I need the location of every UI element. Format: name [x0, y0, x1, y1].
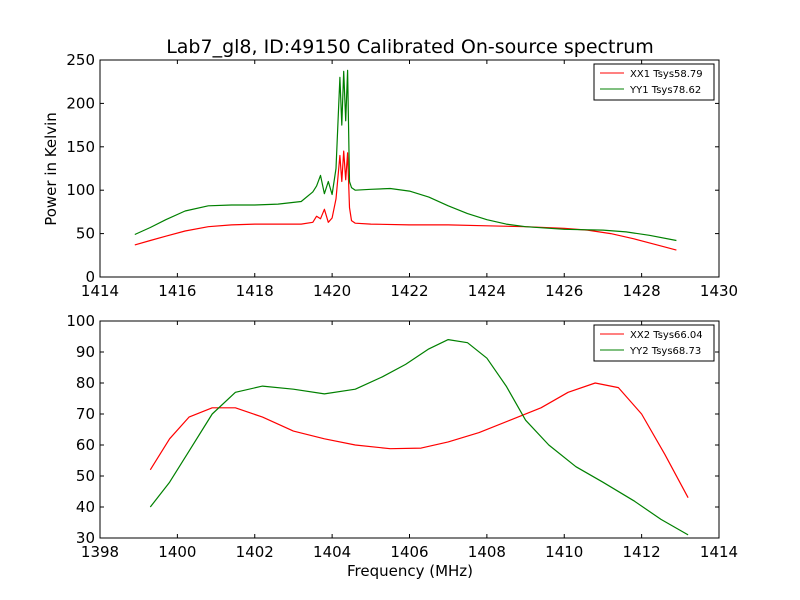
x-tick-label-top: 1416 [158, 282, 196, 300]
legend-top: XX1 Tsys58.79 YY1 Tsys78.62 [593, 63, 715, 101]
y-tick-label-top: 50 [76, 225, 95, 243]
chart-title: Lab7_gl8, ID:49150 Calibrated On-source … [166, 36, 654, 58]
y-tick-label-top: 200 [66, 94, 95, 112]
y-tick-label-bottom: 90 [76, 343, 95, 361]
x-tick-label-bottom: 1404 [313, 543, 351, 561]
series-line-yy1 [134, 69, 677, 242]
y-tick-label-bottom: 30 [76, 529, 95, 547]
legend-box-top [593, 63, 715, 101]
y-tick-label-bottom: 50 [76, 467, 95, 485]
series-line-xx2 [149, 382, 689, 498]
plot-area-bottom: 1398 1400 1402 1404 1406 1408 1410 1412 1414 30 40… [66, 312, 738, 561]
x-tick-label-top: 1426 [545, 282, 583, 300]
y-tick-label-top: 150 [66, 138, 95, 156]
legend-label-yy2: YY2 Tsys68.73 [629, 346, 701, 357]
y-tick-label-top: 100 [66, 181, 95, 199]
y-tick-label-top: 250 [66, 51, 95, 69]
x-tick-label-top: 1414 [81, 282, 119, 300]
legend-label-xx2: XX2 Tsys66.04 [630, 330, 703, 341]
ticks-bottom: 1398 1400 1402 1404 1406 1408 1410 1412 1414 30 40… [66, 312, 738, 561]
legend-bottom: XX2 Tsys66.04 YY2 Tsys68.73 [593, 324, 715, 362]
x-tick-label-bottom: 1398 [81, 543, 119, 561]
x-tick-label-bottom: 1402 [236, 543, 274, 561]
legend-label-xx1: XX1 Tsys58.79 [630, 69, 703, 80]
x-tick-label-top: 1422 [390, 282, 428, 300]
x-tick-label-bottom: 1410 [545, 543, 583, 561]
legend-label-yy1: YY1 Tsys78.62 [629, 85, 701, 96]
series-lines-top [134, 69, 677, 251]
x-tick-label-top: 1430 [700, 282, 738, 300]
y-tick-label-bottom: 80 [76, 374, 95, 392]
series-lines-bottom [149, 339, 689, 536]
x-tick-label-top: 1420 [313, 282, 351, 300]
x-tick-label-top: 1428 [623, 282, 661, 300]
x-tick-label-bottom: 1412 [623, 543, 661, 561]
subplot-bottom: 1398 1400 1402 1404 1406 1408 1410 1412 1414 30 40… [66, 312, 738, 580]
y-tick-label-top: 0 [85, 268, 95, 286]
y-tick-label-bottom: 60 [76, 436, 95, 454]
x-axis-label-bottom: Frequency (MHz) [347, 562, 473, 580]
x-tick-label-bottom: 1408 [468, 543, 506, 561]
x-tick-label-bottom: 1414 [700, 543, 738, 561]
x-tick-label-top: 1424 [468, 282, 506, 300]
legend-box-bottom [593, 324, 715, 362]
x-tick-label-top: 1418 [236, 282, 274, 300]
x-tick-label-bottom: 1400 [158, 543, 196, 561]
y-axis-label-top: Power in Kelvin [42, 112, 60, 226]
y-tick-label-bottom: 40 [76, 498, 95, 516]
x-tick-label-bottom: 1406 [390, 543, 428, 561]
series-line-yy2 [149, 339, 689, 536]
y-tick-label-bottom: 100 [66, 312, 95, 330]
y-tick-label-bottom: 70 [76, 405, 95, 423]
plot-area-top: 1414 1416 1418 1420 1422 1424 1426 1428 1430 0 50 1… [66, 51, 738, 300]
ticks-top: 1414 1416 1418 1420 1422 1424 1426 1428 1430 0 50 1… [66, 51, 738, 300]
subplot-top: Lab7_gl8, ID:49150 Calibrated On-source … [42, 36, 738, 300]
